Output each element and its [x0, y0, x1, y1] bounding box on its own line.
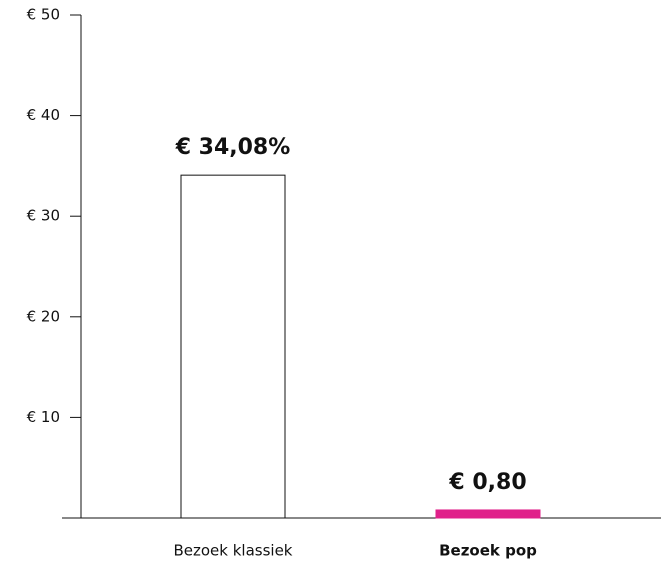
- y-tick-label: € 20: [27, 307, 60, 325]
- bar: [180, 174, 286, 519]
- bar: [435, 509, 541, 519]
- y-tick-label: € 40: [27, 106, 60, 124]
- x-tick-label: Bezoek klassiek: [173, 542, 292, 560]
- x-tick-label: Bezoek pop: [439, 542, 537, 560]
- value-label: € 34,08%: [175, 135, 291, 160]
- y-tick-label: € 30: [27, 207, 60, 225]
- y-tick-label: € 10: [27, 408, 60, 426]
- value-label: € 0,80: [448, 470, 526, 495]
- y-tick-label: € 50: [27, 6, 60, 24]
